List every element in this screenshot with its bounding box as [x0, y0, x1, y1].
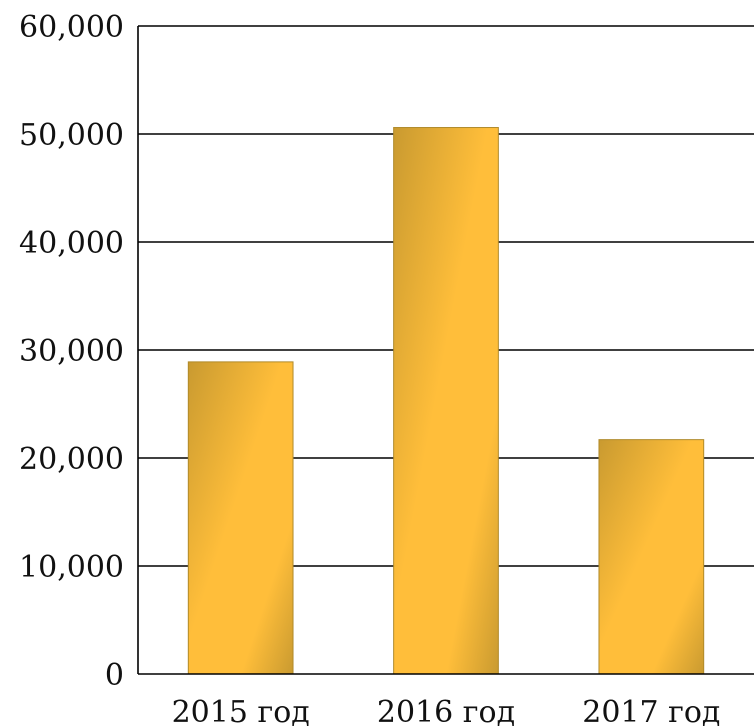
y-tick-label: 50,000 — [19, 118, 124, 153]
y-tick-label: 20,000 — [19, 442, 124, 477]
bar — [187, 361, 294, 675]
y-tick-label: 10,000 — [19, 550, 124, 585]
bar — [393, 127, 499, 675]
y-tick-label: 60,000 — [19, 10, 124, 45]
x-tick-label: 2015 год — [172, 695, 310, 728]
y-tick-label: 40,000 — [19, 226, 124, 261]
x-tick-labels: 2015 год 2016 год 2017 год — [172, 695, 721, 728]
y-tick-labels: 0 10,000 20,000 30,000 40,000 50,000 60,000 — [19, 10, 124, 693]
bars — [187, 127, 705, 675]
axes — [137, 26, 754, 675]
y-tick-label: 30,000 — [19, 334, 124, 369]
y-tick-label: 0 — [105, 658, 124, 693]
x-tick-label: 2017 год — [582, 695, 720, 728]
bar — [598, 439, 705, 675]
x-tick-label: 2016 год — [377, 695, 515, 728]
